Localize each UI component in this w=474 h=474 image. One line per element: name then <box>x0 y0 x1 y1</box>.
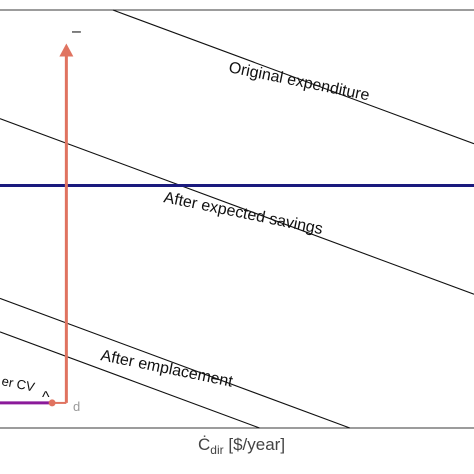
lines-layer <box>0 9 474 429</box>
x-axis-label-sub: dir <box>210 443 223 457</box>
fragment-label: er CV <box>0 373 36 394</box>
series-label-original: Original expenditure <box>227 59 371 104</box>
vertical-arrow-head <box>59 43 74 57</box>
plot-panel <box>0 9 474 429</box>
series-label-expected-savings: After expected savings <box>162 189 324 238</box>
point-d-label: d <box>73 399 80 414</box>
series-line-3 <box>0 331 260 429</box>
x-axis-label: Ċdir [$/year] <box>198 434 285 457</box>
series-line-1 <box>0 118 474 295</box>
x-axis-label-unit: [$/year] <box>224 435 285 454</box>
top-mark: – <box>72 23 81 40</box>
series-label-emplacement: After emplacement <box>99 347 235 391</box>
x-axis-label-main: Ċ <box>198 434 210 454</box>
series-line-2 <box>0 297 351 429</box>
caret-mark: ^ <box>42 389 50 406</box>
series-line-0 <box>112 9 474 145</box>
point-d <box>48 399 56 407</box>
